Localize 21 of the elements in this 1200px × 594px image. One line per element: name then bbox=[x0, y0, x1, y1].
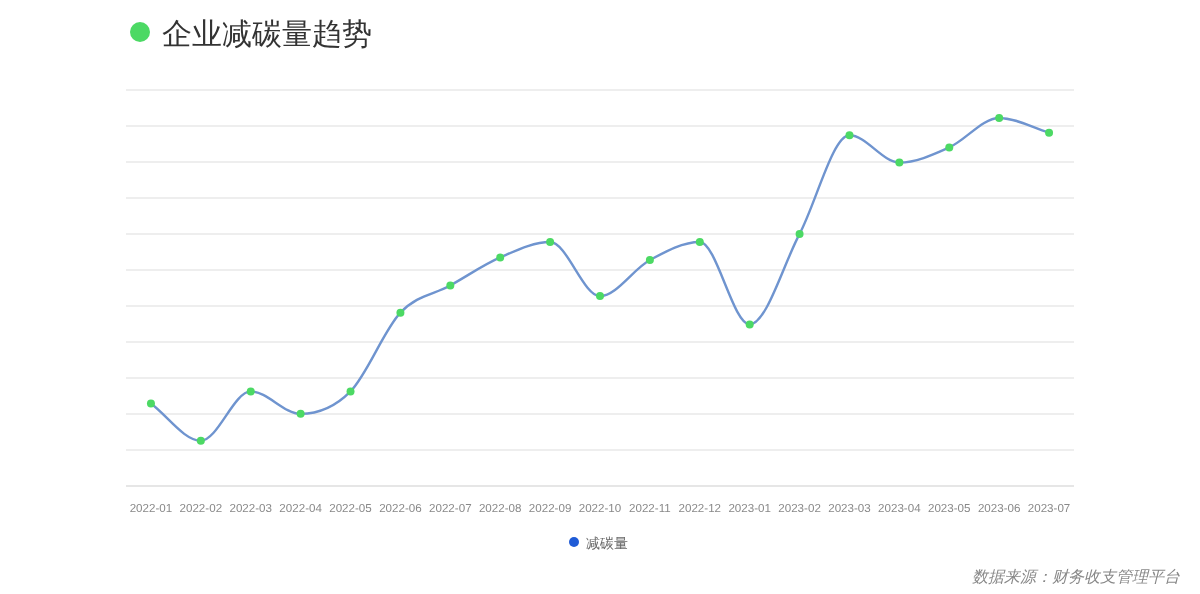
point bbox=[396, 308, 405, 317]
point bbox=[246, 387, 255, 396]
source-note: 数据来源：财务收支管理平台 bbox=[972, 568, 1180, 586]
point bbox=[296, 409, 305, 418]
point bbox=[895, 158, 904, 167]
point bbox=[1045, 128, 1054, 137]
chart-title: 企业减碳量趋势 bbox=[162, 16, 372, 52]
point bbox=[496, 253, 505, 262]
point bbox=[745, 320, 754, 329]
point bbox=[945, 143, 954, 152]
point bbox=[645, 256, 654, 265]
point bbox=[845, 131, 854, 140]
point bbox=[695, 238, 704, 247]
point bbox=[995, 114, 1004, 122]
point bbox=[795, 229, 804, 238]
point bbox=[146, 399, 155, 408]
point bbox=[546, 238, 555, 247]
point bbox=[346, 387, 355, 396]
point bbox=[196, 436, 205, 445]
point bbox=[596, 292, 604, 301]
point bbox=[446, 281, 455, 290]
